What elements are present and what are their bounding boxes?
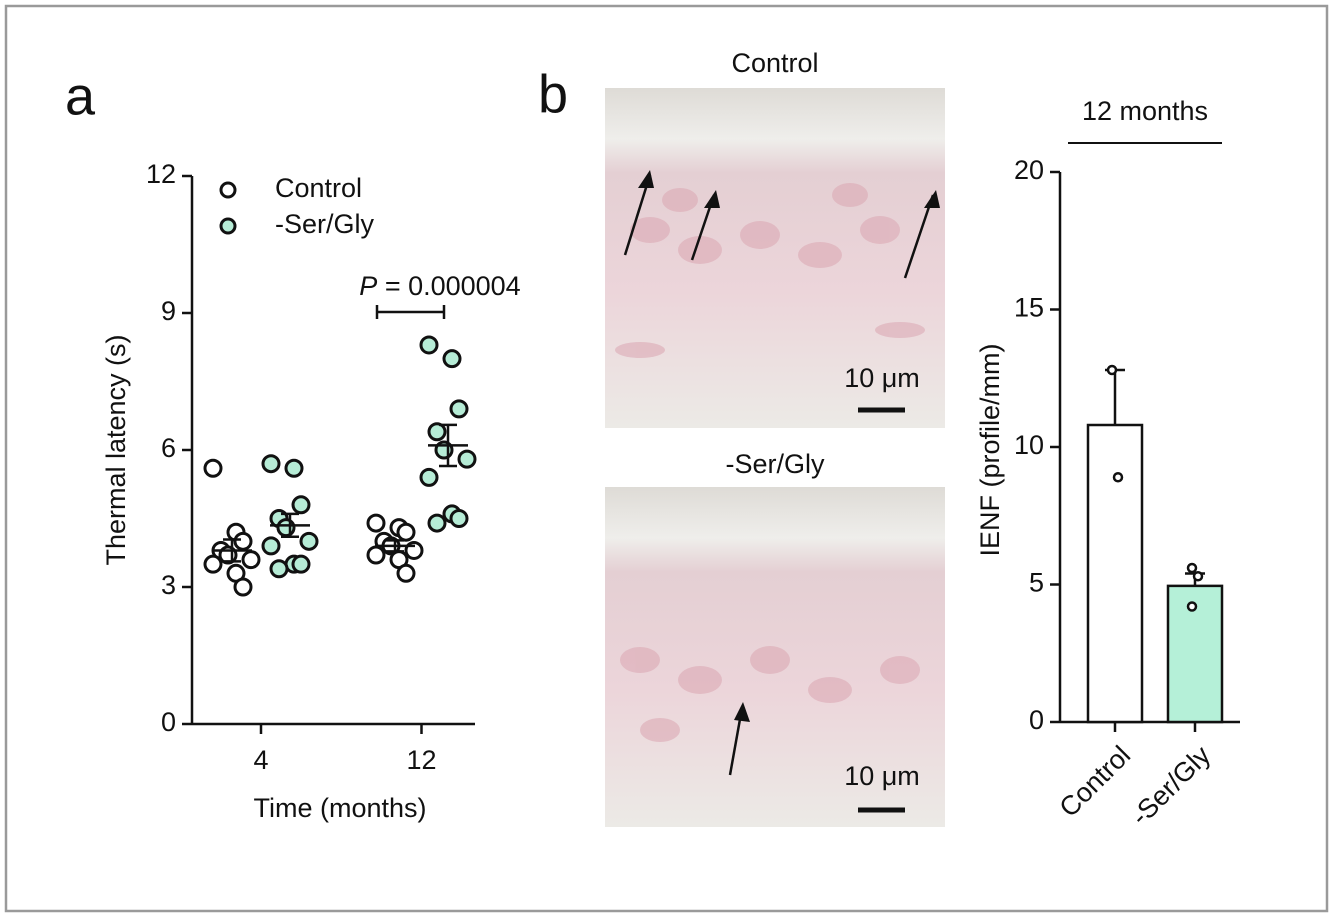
data-point <box>203 458 223 478</box>
data-point <box>457 449 477 469</box>
data-point <box>396 563 416 583</box>
y-tick-label: 12 <box>146 159 176 189</box>
legend-label: Control <box>275 173 362 203</box>
micrograph <box>605 88 945 428</box>
data-point <box>291 554 311 574</box>
panel-label: a <box>65 66 96 126</box>
scale-label: 10 μm <box>844 761 920 791</box>
data-point <box>427 422 447 442</box>
annotation-italic: P <box>359 271 377 301</box>
data-point <box>419 335 439 355</box>
data-point <box>299 531 319 551</box>
x-tick-label: 12 <box>406 745 436 775</box>
data-point <box>233 531 253 551</box>
chart-title: 12 months <box>1082 96 1208 126</box>
data-point <box>241 550 261 570</box>
legend-label: -Ser/Gly <box>275 209 375 239</box>
y-tick-label: 0 <box>161 707 176 737</box>
data-point <box>284 458 304 478</box>
bar <box>1086 423 1144 724</box>
legend-marker <box>219 181 237 199</box>
y-tick-label: 9 <box>161 296 176 326</box>
data-point <box>366 545 386 565</box>
panel-label: b <box>538 64 568 124</box>
legend-marker <box>219 217 237 235</box>
image-title: Control <box>731 48 818 78</box>
y-tick-label: 10 <box>1014 430 1044 460</box>
micrograph <box>605 487 945 827</box>
data-point <box>261 536 281 556</box>
data-point <box>233 577 253 597</box>
y-tick-label: 6 <box>161 433 176 463</box>
data-point <box>1106 364 1118 376</box>
data-point <box>1186 601 1198 612</box>
y-axis-label: IENF (profile/mm) <box>975 343 1005 556</box>
data-point <box>449 399 469 419</box>
x-axis-label: Time (months) <box>253 793 426 823</box>
y-tick-label: 15 <box>1014 293 1044 323</box>
image-title: -Ser/Gly <box>725 449 825 479</box>
y-tick-label: 3 <box>161 570 176 600</box>
data-point <box>1186 562 1198 574</box>
x-tick-label: 4 <box>253 745 268 775</box>
annotation-text: = 0.000004 <box>377 271 520 301</box>
y-tick-label: 5 <box>1029 568 1044 598</box>
data-point <box>449 509 469 528</box>
data-point <box>396 522 416 542</box>
data-point <box>261 454 281 474</box>
data-point <box>366 513 386 533</box>
data-point <box>1112 472 1124 483</box>
scale-label: 10 μm <box>844 363 920 393</box>
y-tick-label: 20 <box>1014 155 1044 185</box>
data-point <box>1192 571 1204 582</box>
data-point <box>419 467 439 487</box>
data-point <box>269 559 289 579</box>
data-point <box>442 349 462 369</box>
y-tick-label: 0 <box>1029 705 1044 735</box>
data-point <box>203 554 223 574</box>
data-point <box>427 513 447 533</box>
data-point <box>291 495 311 515</box>
annotation: P = 0.000004 <box>359 271 520 301</box>
data-point <box>276 518 296 538</box>
y-axis-label: Thermal latency (s) <box>101 334 131 565</box>
